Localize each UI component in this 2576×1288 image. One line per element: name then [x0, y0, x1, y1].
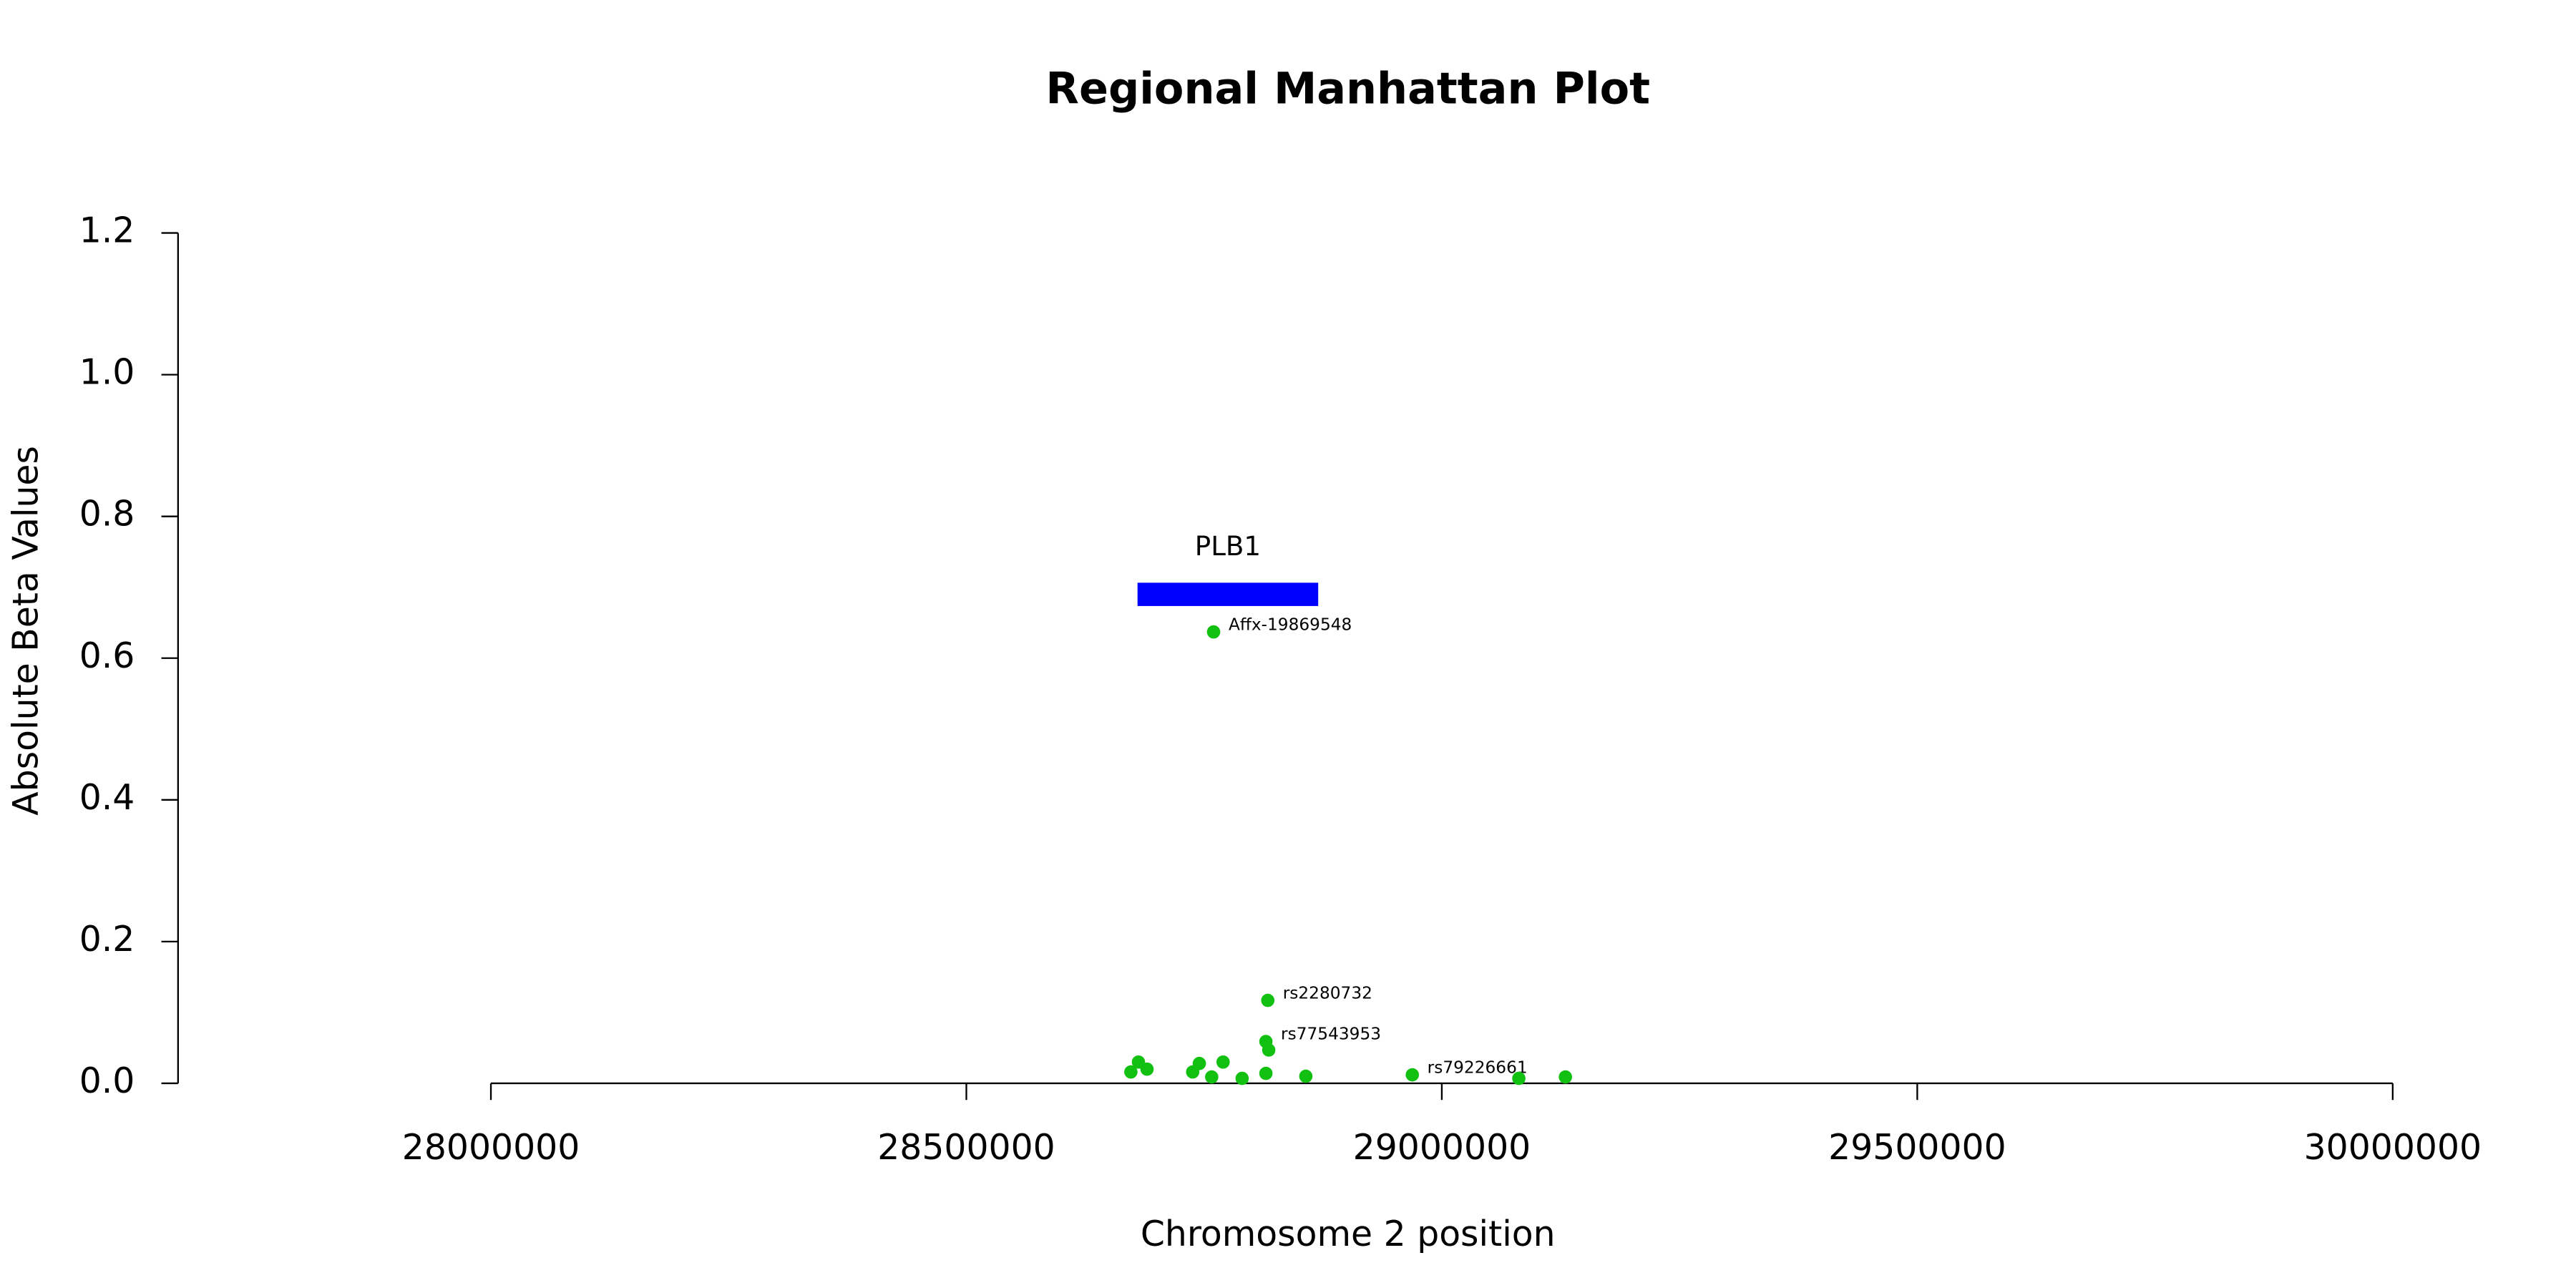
point-label: rs2280732 — [1283, 983, 1372, 1002]
point — [1205, 1070, 1219, 1084]
y-tick-label: 0.8 — [79, 494, 135, 535]
x-tick-label: 28500000 — [877, 1127, 1055, 1168]
point — [1405, 1068, 1420, 1082]
x-tick-label: 29000000 — [1353, 1127, 1531, 1168]
y-tick-label: 1.0 — [79, 352, 135, 393]
y-tick-label: 1.2 — [79, 210, 135, 251]
point — [1206, 625, 1221, 639]
gene-bar — [1137, 582, 1319, 606]
y-axis-label: Absolute Beta Values — [6, 446, 47, 816]
x-tick-label: 28000000 — [402, 1127, 580, 1168]
point — [1262, 1043, 1276, 1057]
point — [1216, 1055, 1230, 1069]
point — [1259, 1066, 1273, 1080]
point — [1299, 1069, 1313, 1083]
x-axis-label: Chromosome 2 position — [1141, 1214, 1556, 1254]
point — [1512, 1071, 1526, 1085]
point — [1235, 1071, 1249, 1085]
point-label: rs77543953 — [1281, 1025, 1381, 1044]
y-tick-label: 0.0 — [79, 1060, 135, 1101]
y-tick-label: 0.6 — [79, 635, 135, 676]
x-tick-label: 30000000 — [2304, 1127, 2482, 1168]
chart-title: Regional Manhattan Plot — [1045, 64, 1650, 114]
gene-label: PLB1 — [1195, 530, 1261, 562]
x-tick-label: 29500000 — [1828, 1127, 2006, 1168]
point — [1140, 1062, 1154, 1076]
point — [1124, 1065, 1138, 1079]
point — [1192, 1056, 1206, 1070]
point-label: rs79226661 — [1428, 1058, 1528, 1077]
point-label: Affx-19869548 — [1229, 615, 1352, 634]
y-tick-label: 0.2 — [79, 919, 135, 960]
point — [1558, 1070, 1573, 1084]
point — [1261, 993, 1275, 1008]
y-tick-label: 0.4 — [79, 777, 135, 818]
